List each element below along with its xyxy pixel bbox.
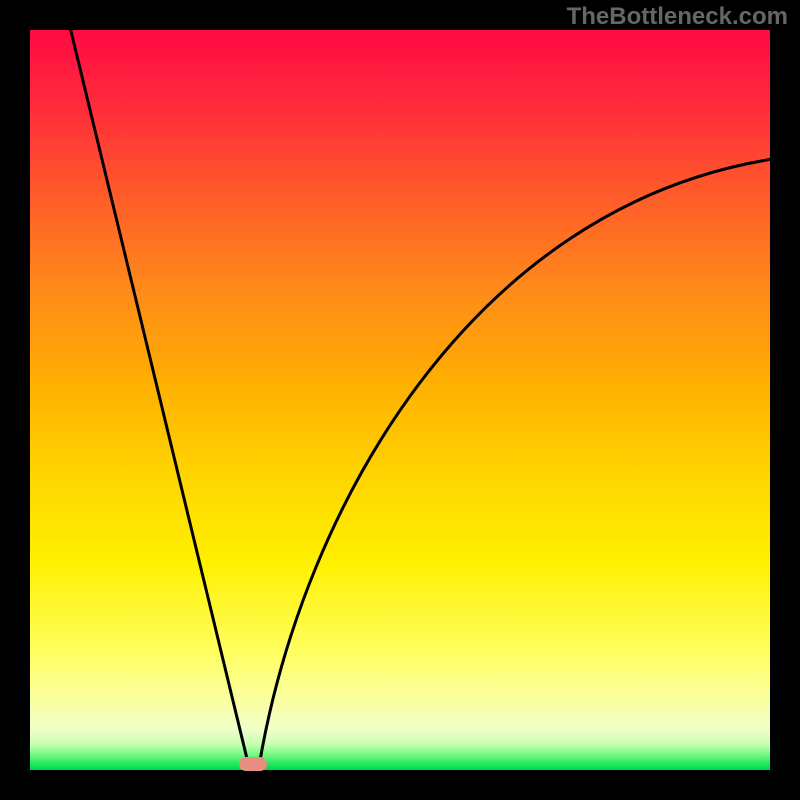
optimal-point-marker [239,757,267,771]
watermark-text: TheBottleneck.com [567,3,788,31]
chart-container: TheBottleneck.com [0,0,800,800]
bottleneck-curve [30,30,770,770]
curve-left-branch [71,30,249,764]
plot-area [30,30,770,770]
curve-right-branch [259,160,770,765]
